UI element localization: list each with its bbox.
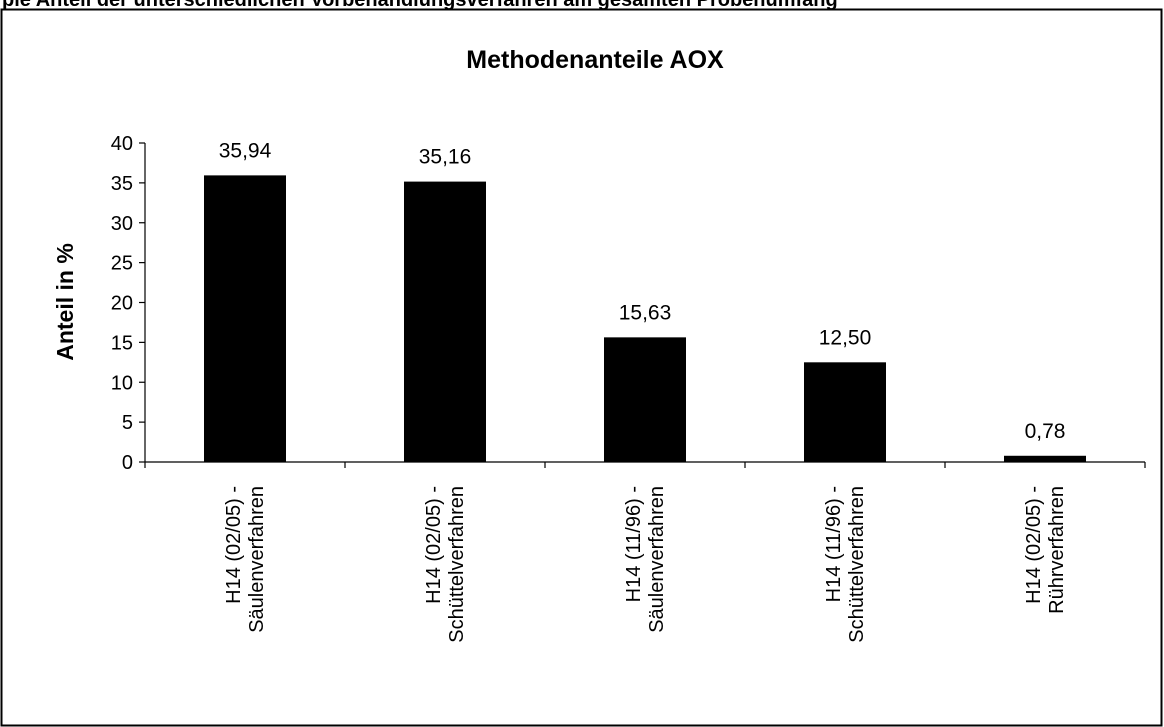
data-label: 15,63 bbox=[619, 301, 672, 324]
y-axis-label: Anteil in % bbox=[52, 243, 78, 361]
category-label-line: Schüttelverfahren bbox=[846, 486, 868, 643]
data-label: 35,16 bbox=[419, 146, 472, 169]
category-label: H14 (02/05) -Säulenverfahren bbox=[223, 486, 268, 633]
category-label-line: Säulenverfahren bbox=[246, 486, 268, 633]
category-label-text: H14 (02/05) -Schüttelverfahren bbox=[423, 486, 468, 643]
bars bbox=[204, 175, 1086, 463]
y-tick-label: 15 bbox=[111, 332, 133, 354]
bar bbox=[1004, 455, 1086, 462]
x-ticks bbox=[144, 462, 1146, 468]
y-tick-label: 35 bbox=[111, 173, 133, 195]
category-label-text: H14 (11/96) -Säulenverfahren bbox=[623, 486, 668, 633]
y-tick-label: 40 bbox=[111, 133, 133, 155]
category-labels: H14 (02/05) -Säulenverfahren H14 (02/05) … bbox=[223, 486, 1068, 643]
category-label-text: H14 (11/96) -Schüttelverfahren bbox=[823, 486, 868, 643]
category-label-line: H14 (11/96) - bbox=[823, 486, 845, 602]
y-tick-label: 30 bbox=[111, 213, 133, 235]
y-tick-label: 0 bbox=[122, 452, 133, 474]
data-labels: 35,94 35,16 15,63 12,50 0,78 bbox=[219, 139, 1066, 442]
y-tick-label: 5 bbox=[122, 412, 133, 434]
category-label-line: H14 (02/05) - bbox=[223, 486, 245, 604]
category-label-text: H14 (02/05) -Säulenverfahren bbox=[223, 486, 268, 633]
bar bbox=[604, 337, 686, 462]
category-label: H14 (02/05) -Schüttelverfahren bbox=[423, 486, 468, 643]
bar bbox=[204, 175, 286, 463]
category-label: H14 (02/05) -Rührverfahren bbox=[1023, 486, 1068, 614]
category-label-line: Schüttelverfahren bbox=[446, 486, 468, 643]
category-label: H14 (11/96) -Säulenverfahren bbox=[623, 486, 668, 633]
bar bbox=[404, 181, 486, 462]
y-tick-label: 10 bbox=[111, 372, 133, 394]
category-label-text: H14 (02/05) -Rührverfahren bbox=[1023, 486, 1068, 614]
category-label-line: H14 (11/96) - bbox=[623, 486, 645, 602]
bar bbox=[804, 362, 886, 462]
data-label: 0,78 bbox=[1025, 420, 1066, 443]
chart-title: Methodenanteile AOX bbox=[466, 46, 724, 74]
category-label-line: Säulenverfahren bbox=[646, 486, 668, 633]
y-ticks: 0 5 10 15 20 25 30 35 40 bbox=[111, 133, 145, 474]
data-label: 35,94 bbox=[219, 139, 272, 162]
y-tick-label: 25 bbox=[111, 253, 133, 275]
category-label-line: H14 (02/05) - bbox=[1023, 486, 1045, 604]
chart-border bbox=[0, 8, 1163, 727]
data-label: 12,50 bbox=[819, 326, 872, 349]
category-label-line: H14 (02/05) - bbox=[423, 486, 445, 604]
category-label-line: Rührverfahren bbox=[1046, 486, 1068, 614]
category-label: H14 (11/96) -Schüttelverfahren bbox=[823, 486, 868, 643]
header-text: pie Anteil der unterschiedlichen Vorbeha… bbox=[2, 0, 838, 11]
y-tick-label: 20 bbox=[111, 293, 133, 315]
